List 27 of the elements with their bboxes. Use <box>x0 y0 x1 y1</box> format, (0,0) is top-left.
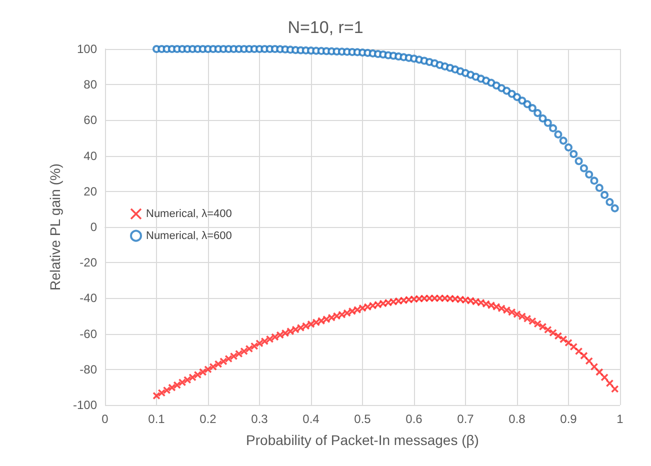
y-tick-label: 0 <box>90 220 98 234</box>
x-tick-label: 0.9 <box>560 412 578 426</box>
x-tick-label: 0.8 <box>508 412 526 426</box>
chart-title: N=10, r=1 <box>288 18 364 37</box>
y-tick-label: -100 <box>72 398 98 412</box>
x-axis-title: Probability of Packet-In messages (β) <box>246 432 479 448</box>
x-tick-label: 0 <box>102 412 109 426</box>
x-tick-label: 0.7 <box>457 412 474 426</box>
y-tick-label: 60 <box>84 113 98 128</box>
legend-label: Numerical, λ=600 <box>146 230 232 242</box>
x-tick-label: 0.5 <box>354 412 372 426</box>
x-tick-label: 0.1 <box>148 412 166 426</box>
x-tick-label: 1 <box>616 412 624 426</box>
y-tick-label: -20 <box>80 256 98 270</box>
y-tick-label: -60 <box>80 326 98 341</box>
x-tick-label: 0.2 <box>200 412 217 426</box>
y-tick-label: -80 <box>80 362 98 376</box>
y-tick-label: 40 <box>84 148 98 163</box>
y-tick-label: -40 <box>80 291 98 306</box>
x-tick-label: 0.6 <box>406 412 423 426</box>
y-tick-label: 80 <box>84 78 98 92</box>
y-tick-label: 20 <box>84 184 98 198</box>
y-tick-label: 100 <box>76 42 98 56</box>
legend-label: Numerical, λ=400 <box>146 208 232 220</box>
y-axis-title: Relative PL gain (%) <box>47 163 64 291</box>
x-tick-label: 0.3 <box>251 412 268 426</box>
x-tick-label: 0.4 <box>302 412 320 426</box>
